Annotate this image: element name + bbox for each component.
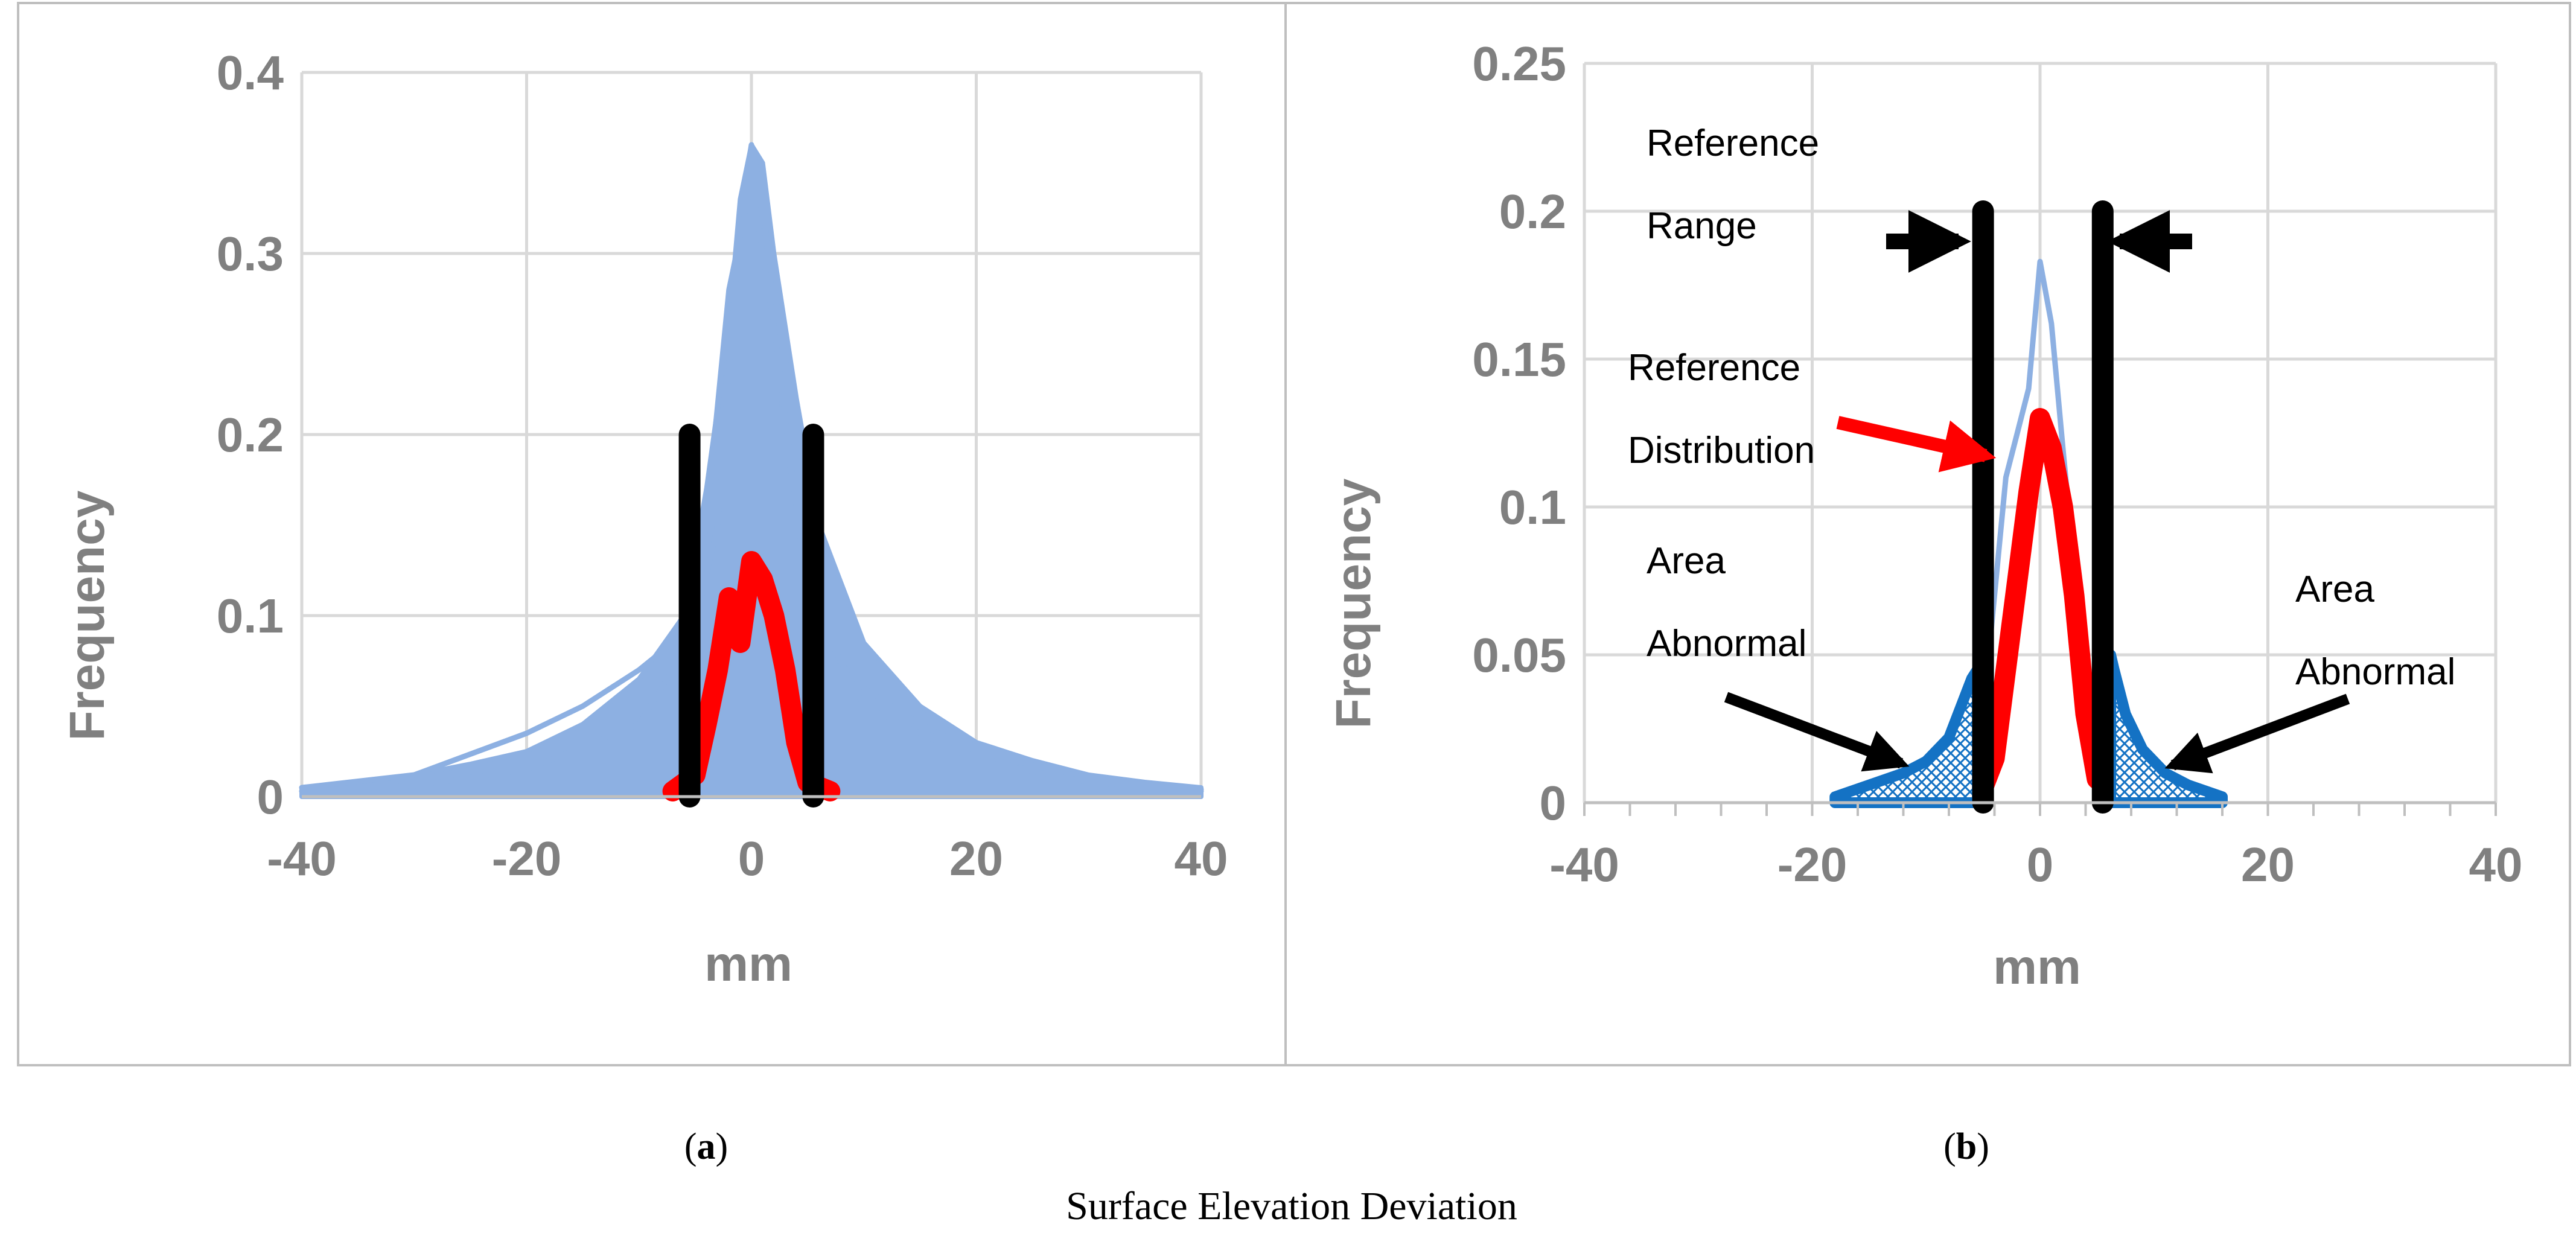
panel-a-x-axis-title: mm (704, 937, 792, 992)
panel-a-x-tick-20: -20 (492, 832, 562, 885)
panel-b-y-tick-0-2: 0.2 (1499, 185, 1566, 238)
panel-a-x-tick-0: 0 (738, 832, 765, 885)
panel-a-y-axis-title: Frequency (60, 490, 115, 741)
panel-b-reference-range (1972, 200, 2114, 814)
panel-a-series-distribution-narrow (299, 178, 1204, 794)
panel-a-y-tick-0-4: 0.4 (217, 46, 284, 100)
panel-a-y-tick-0-1: 0.1 (217, 589, 284, 643)
panel-b-y-tick-0-1: 0.1 (1499, 480, 1566, 534)
panel-a-y-tick-0-3: 0.3 (217, 227, 284, 281)
panel-b-x-tick-40: -40 (1549, 838, 1619, 891)
annot-reference-range-line1: Reference (1647, 123, 1819, 164)
panel-a-series-reference-distribution (662, 551, 841, 801)
panel-b-letter: b (1956, 1126, 1977, 1167)
annot-reference-distribution-line2: Distribution (1628, 430, 1815, 471)
panel-a-series-distribution-wide (299, 142, 1204, 792)
panel-a-frame (17, 2, 1287, 1066)
panel-a-axes: 0 0.1 0.2 0.3 0.4 -40 -20 0 20 40 (217, 46, 1228, 885)
panel-a-x-tick-40: 40 (1175, 832, 1228, 885)
annot-reference-distribution-line1: Reference (1628, 347, 1800, 389)
annot-area-abnormal-left-line2: Abnormal (1647, 623, 1806, 664)
panel-b-y-axis-title: Frequency (1326, 478, 1381, 728)
panel-b-x-tick-20: 20 (2241, 838, 2295, 891)
panel-b-series-reference-distribution (1972, 408, 2108, 798)
panel-b-series-area-abnormal-right (2105, 649, 2228, 808)
panel-a-y-tick-0-2: 0.2 (217, 408, 284, 462)
arrow-area-abnormal-left (1724, 692, 1910, 772)
arrow-area-abnormal-right (2164, 693, 2350, 774)
panel-b-x-tick-0: 0 (2027, 838, 2054, 891)
annot-reference-range-line2: Range (1647, 205, 1757, 247)
panel-b-series-area-abnormal-left (1829, 664, 1983, 808)
panel-b-x-tick-40: 40 (2469, 838, 2523, 891)
panel-a-series-distributions (299, 142, 1204, 799)
annot-area-abnormal-right-line2: Abnormal (2295, 651, 2455, 693)
panel-a-series (299, 142, 1204, 801)
panel-b-series (1829, 258, 2228, 808)
panel-b-axes: 0 0.05 0.1 0.15 0.2 0.25 -40 -20 0 20 40 (1472, 37, 2522, 891)
panel-a-letter: a (697, 1126, 716, 1167)
panel-b-label: (b) (1943, 1126, 1989, 1167)
panel-b-x-axis-title: mm (1993, 940, 2081, 995)
panel-a-label: (a) (684, 1126, 728, 1167)
panel-b-x-tick-20: -20 (1777, 838, 1848, 891)
panel-b-y-tick-0-05: 0.05 (1472, 628, 1566, 682)
annot-area-abnormal-left-line1: Area (1647, 540, 1726, 582)
arrow-reference-distribution (1836, 416, 1997, 473)
panel-b-y-tick-0: 0 (1540, 776, 1567, 830)
panel-a-x-tick-20: 20 (949, 832, 1003, 885)
panel-a-y-tick-0: 0 (257, 770, 284, 824)
figure-caption: Surface Elevation Deviation (1066, 1184, 1517, 1228)
panel-a-x-tick-40: -40 (267, 832, 337, 885)
panel-b-frame (1284, 2, 2571, 1066)
annot-area-abnormal-right-line1: Area (2295, 569, 2374, 610)
panel-a-reference-range (678, 424, 824, 808)
panel-b: 0 0.05 0.1 0.15 0.2 0.25 -40 -20 0 20 40 mm Freque… (1326, 37, 2522, 995)
panel-a: 0 0.1 0.2 0.3 0.4 -40 -20 0 20 40 mm Frequency (60, 46, 1228, 992)
panel-b-y-tick-0-25: 0.25 (1472, 37, 1566, 91)
panel-b-gridlines (1583, 62, 2498, 803)
panel-b-y-tick-0-15: 0.15 (1472, 333, 1566, 386)
